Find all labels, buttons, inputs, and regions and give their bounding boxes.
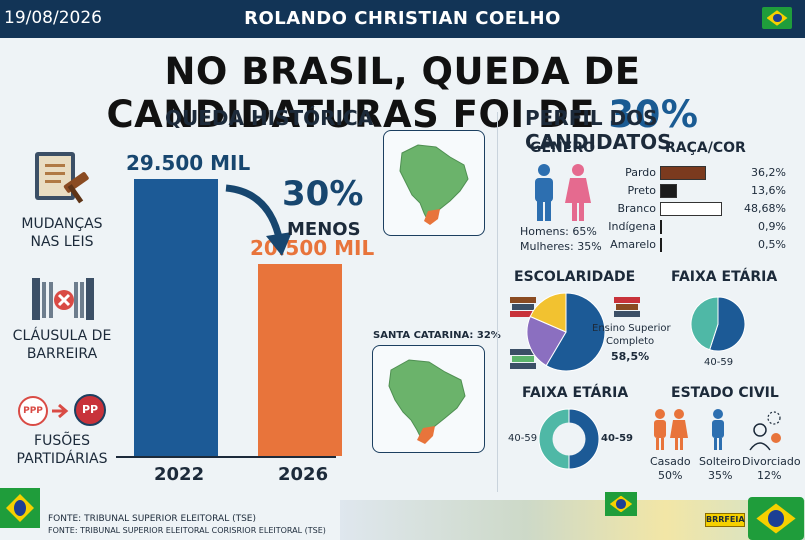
escolaridade-label-1: Ensino Superior	[592, 323, 671, 334]
bar-label-2022: 29.500 MIL	[126, 151, 251, 176]
civil-label-3: Divorciado	[742, 455, 801, 468]
faixa2-left-label: 40-59	[508, 433, 538, 444]
faixa2-title: FAIXA ETÁRIA	[522, 385, 629, 401]
civil-label-1: Casado	[650, 455, 691, 468]
map-box-top	[383, 130, 485, 236]
raca-row-3: Indígena 0,9%	[572, 219, 786, 235]
single-person-icon	[712, 409, 724, 450]
raca-label: Amarelo	[610, 238, 656, 251]
raca-row-2: Branco 48,68%	[572, 201, 786, 217]
source-line-2: FONTE: TRIBUNAL SUPERIOR ELEITORAL CORIS…	[48, 526, 326, 535]
party-badge-a: PPP	[18, 396, 48, 426]
faixa1-title: FAIXA ETÁRIA	[671, 269, 778, 285]
raca-label: Branco	[617, 202, 656, 215]
genero-men: Homens: 65%	[520, 225, 597, 238]
author-name: ROLANDO CHRISTIAN COELHO	[244, 8, 561, 29]
raca-bar	[660, 202, 722, 216]
section-divider	[497, 112, 498, 492]
brazil-flag-icon	[605, 492, 637, 516]
female-person-icon	[565, 164, 591, 221]
raca-bar	[660, 184, 678, 198]
date-label: 19/08/2026	[4, 8, 102, 28]
top-bar: 19/08/2026 ROLANDO CHRISTIAN COELHO	[0, 0, 805, 38]
books-icon	[510, 297, 536, 317]
raca-label: Indígena	[608, 220, 656, 233]
raca-value: 13,6%	[751, 184, 786, 197]
bar-2022	[134, 179, 218, 456]
male-person-icon	[535, 164, 553, 221]
faixa1-pie	[690, 296, 746, 352]
faixa1-label: 40-59	[704, 357, 734, 368]
party-merge-icon: PPP PP	[18, 394, 108, 428]
faixa2-donut	[538, 408, 600, 470]
books-icon	[510, 349, 536, 369]
faixa2-right-label: 40-59	[601, 433, 633, 444]
x-axis-line	[116, 456, 336, 458]
right-title: PERFIL DOS CANDIDATOS	[525, 106, 672, 154]
civil-value-3: 12%	[757, 469, 782, 482]
raca-label: Preto	[627, 184, 656, 197]
married-couple-icon	[654, 409, 688, 450]
raca-bar	[660, 220, 662, 234]
raca-value: 0,5%	[758, 238, 786, 251]
protest-badge: BRRFEIA	[705, 513, 745, 527]
left-title: QUEDA HISTÓRICA	[165, 106, 374, 130]
raca-title: RAÇA/COR	[665, 140, 746, 156]
category-2026: 2026	[278, 464, 329, 485]
brazil-map-icon	[388, 359, 466, 444]
donut-hole	[552, 422, 586, 456]
raca-row-4: Amarelo 0,5%	[572, 237, 786, 253]
drop-word: MENOS	[287, 219, 361, 240]
escolaridade-label-2: Completo	[606, 336, 655, 347]
brazil-flag-icon	[748, 497, 804, 540]
escolaridade-value: 58,5%	[611, 350, 650, 363]
pie-slice-0	[545, 292, 606, 372]
raca-bar	[660, 166, 707, 180]
brazil-flag-icon	[0, 488, 40, 528]
civil-label-2: Solteiro	[699, 455, 741, 468]
civil-title: ESTADO CIVIL	[671, 385, 779, 401]
civil-value-2: 35%	[708, 469, 733, 482]
raca-row-1: Preto 13,6%	[572, 183, 786, 199]
raca-label: Pardo	[625, 166, 656, 179]
headline-highlight: 30%	[608, 93, 699, 136]
party-badge-b: PP	[74, 394, 106, 426]
books-icon	[614, 297, 640, 317]
divorced-person-icon	[749, 411, 781, 451]
pie-slice-2	[529, 292, 567, 333]
arrow-right-icon	[52, 404, 69, 418]
genero-women: Mulheres: 35%	[520, 240, 602, 253]
drop-arrow-icon	[225, 184, 292, 256]
headline-main: NO BRASIL, QUEDA DE CANDIDATURAS FOI DE	[106, 50, 641, 136]
raca-value: 0,9%	[758, 220, 786, 233]
headline: NO BRASIL, QUEDA DE CANDIDATURAS FOI DE …	[0, 50, 805, 136]
raca-value: 36,2%	[751, 166, 786, 179]
map-box-bottom	[372, 345, 485, 453]
pie-slice-1	[690, 296, 719, 351]
reason-1: MUDANÇAS NAS LEIS	[21, 216, 103, 250]
raca-bar	[660, 238, 662, 252]
escolaridade-pie	[526, 292, 606, 372]
barrier-gate-icon	[32, 278, 94, 320]
bar-2026	[258, 263, 342, 456]
raca-value: 48,68%	[744, 202, 786, 215]
genero-title: GÊNERO	[530, 140, 596, 156]
drop-percent: 30%	[282, 174, 364, 214]
law-book-gavel-icon	[35, 152, 89, 204]
pie-slice-1	[526, 315, 567, 367]
civil-value-1: 50%	[658, 469, 683, 482]
category-2022: 2022	[154, 464, 205, 485]
map-caption: SANTA CATARINA: 32%	[373, 330, 501, 341]
reason-3: FUSÕES PARTIDÁRIAS	[16, 433, 108, 467]
brazil-map-icon	[399, 144, 469, 225]
raca-row-0: Pardo 36,2%	[572, 165, 786, 181]
escolaridade-title: ESCOLARIDADE	[514, 269, 636, 285]
reason-2: CLÁUSULA DE BARREIRA	[12, 328, 112, 362]
source-line-1: FONTE: TRIBUNAL SUPERIOR ELEITORAL (TSE)	[48, 514, 256, 524]
brazil-flag-icon	[762, 7, 792, 29]
